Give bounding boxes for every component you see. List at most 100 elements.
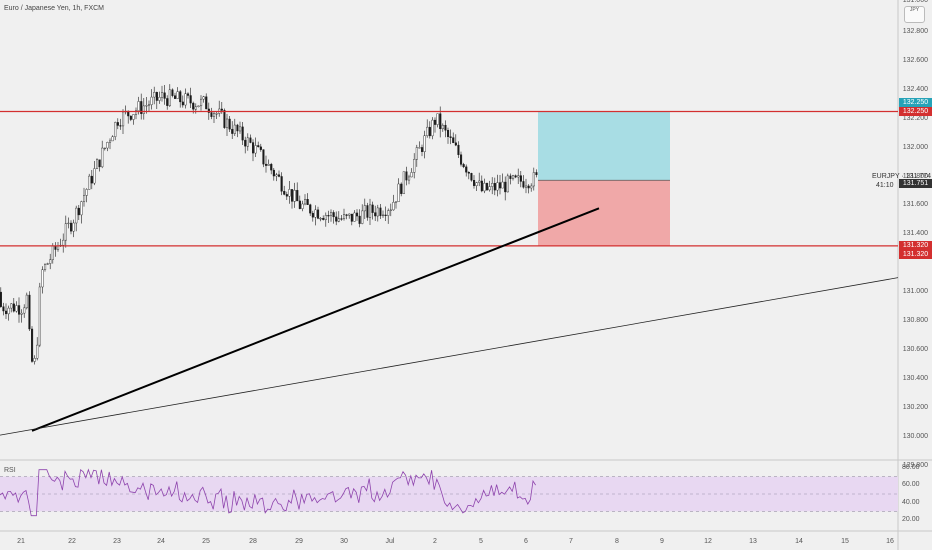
time-axis-tick: 5	[479, 538, 483, 545]
candle-body	[470, 173, 473, 181]
candle-body	[147, 104, 151, 106]
candle-body	[293, 190, 296, 202]
candle-body	[382, 214, 385, 216]
candle-body	[176, 91, 179, 99]
candle-body	[10, 303, 13, 309]
candle-body	[493, 183, 496, 191]
candle-body	[249, 137, 252, 143]
candle-body	[49, 259, 52, 264]
candle-body	[225, 118, 229, 128]
candle-body	[311, 212, 314, 218]
candle-body	[80, 201, 83, 216]
candle-body	[369, 204, 372, 218]
candle-body	[199, 98, 203, 107]
candle-body	[265, 163, 268, 166]
candle-body	[387, 210, 390, 216]
candle-body	[64, 223, 67, 241]
candle-body	[140, 101, 143, 114]
time-axis-tick: 24	[157, 538, 165, 545]
candle-body	[319, 218, 322, 220]
rsi-axis-tick: 80.00	[902, 464, 920, 471]
price-axis-tick: 131.600	[902, 201, 928, 209]
candle-body	[428, 126, 431, 137]
candle-body	[231, 128, 234, 134]
candle-body	[512, 175, 515, 179]
stop-price-tag: 131.320	[899, 250, 932, 260]
candle-body	[46, 263, 49, 265]
candle-body	[121, 111, 125, 127]
time-axis-tick: 6	[524, 538, 528, 545]
candle-body	[0, 291, 2, 307]
candle-body	[233, 124, 236, 134]
candle-body	[194, 106, 197, 110]
current-symbol-label: EURJPY · 131.774	[872, 173, 932, 180]
candle-body	[85, 189, 88, 196]
candle-body	[413, 159, 416, 173]
candle-body	[389, 209, 392, 211]
candle-body	[436, 113, 439, 125]
candle-body	[439, 113, 442, 130]
time-axis-tick: 2	[433, 538, 437, 545]
price-axis-tick: 132.000	[902, 143, 928, 151]
time-axis-tick: 15	[841, 538, 849, 545]
candle-body	[267, 164, 270, 166]
time-axis-tick: 14	[795, 538, 803, 545]
candle-body	[457, 144, 460, 155]
candle-body	[137, 101, 140, 111]
candle-body	[67, 222, 70, 225]
candle-body	[441, 124, 444, 130]
candle-body	[38, 286, 41, 346]
time-axis-tick: Jul	[385, 538, 395, 545]
candle-body	[301, 203, 304, 209]
candle-body	[350, 213, 353, 222]
position-stop-zone	[538, 180, 670, 246]
rsi-axis-tick: 40.00	[902, 498, 920, 506]
candle-body	[20, 312, 23, 315]
candle-body	[150, 96, 153, 105]
candle-body	[25, 294, 28, 309]
candle-body	[402, 171, 405, 194]
time-axis-tick: 23	[113, 538, 121, 545]
time-axis-tick: 9	[660, 538, 664, 545]
candle-body	[106, 142, 109, 149]
resistance-line-tag: 132.250	[899, 106, 932, 116]
candle-body	[254, 145, 257, 154]
time-axis-tick: 12	[704, 538, 712, 545]
candle-body	[298, 200, 301, 209]
candle-body	[431, 119, 434, 137]
price-axis-tick: 130.000	[902, 432, 928, 440]
price-axis-tick: 130.800	[902, 317, 928, 324]
candle-body	[434, 119, 437, 125]
price-axis-tick-partial: 131.000	[902, 0, 928, 4]
time-axis-tick: 7	[569, 538, 573, 545]
candle-body	[18, 305, 21, 315]
candle-body	[134, 110, 138, 115]
candle-body	[509, 175, 512, 179]
candle-body	[421, 147, 424, 152]
candle-body	[244, 139, 247, 147]
candle-body	[257, 145, 260, 148]
candle-body	[379, 207, 382, 216]
candle-body	[241, 126, 244, 141]
candle-body	[179, 91, 182, 103]
currency-badge[interactable]: JPY	[904, 6, 925, 23]
time-axis-tick: 29	[295, 538, 303, 545]
candle-body	[335, 216, 338, 222]
price-axis-tick: 130.600	[902, 345, 928, 353]
candle-body	[418, 147, 421, 149]
candle-body	[475, 182, 478, 186]
candle-body	[343, 214, 346, 220]
support-line-tag: 131.320	[899, 241, 932, 251]
candle-body	[2, 306, 5, 312]
candle-body	[205, 96, 208, 110]
candle-body	[397, 183, 400, 202]
time-axis-tick: 8	[615, 538, 619, 545]
candle-body	[356, 212, 359, 217]
candle-body	[77, 207, 80, 216]
candle-body	[215, 113, 218, 115]
candle-body	[238, 126, 242, 132]
candle-body	[36, 344, 39, 359]
candle-body	[272, 169, 275, 177]
candle-body	[259, 146, 262, 150]
